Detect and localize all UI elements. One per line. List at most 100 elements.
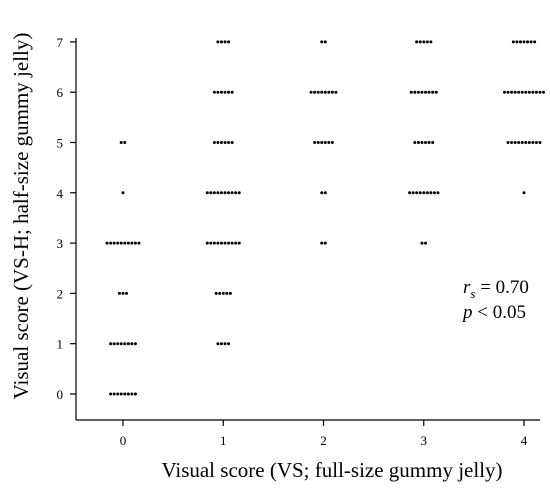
data-point — [517, 90, 521, 94]
data-point — [431, 90, 435, 94]
data-point — [323, 40, 327, 44]
data-points — [105, 40, 546, 396]
data-point — [520, 90, 524, 94]
data-point — [109, 392, 113, 396]
data-point — [119, 141, 123, 144]
data-point — [133, 241, 137, 245]
data-point — [223, 141, 227, 144]
p-value-label: p < 0.05 — [461, 302, 526, 323]
data-point — [327, 90, 331, 94]
data-point — [234, 241, 238, 245]
data-point — [119, 241, 123, 245]
data-point — [119, 392, 123, 396]
data-point — [522, 40, 526, 44]
data-point — [125, 291, 129, 295]
data-point — [123, 392, 127, 396]
data-point — [510, 141, 514, 144]
data-point — [221, 291, 225, 295]
data-point — [223, 90, 227, 94]
r-value: = 0.70 — [475, 277, 528, 298]
y-tick-label: 4 — [57, 186, 64, 201]
data-point — [123, 141, 127, 144]
data-point — [227, 241, 231, 245]
data-point — [117, 291, 121, 295]
data-point — [520, 141, 524, 144]
data-point — [130, 241, 134, 245]
y-tick-label: 5 — [57, 136, 64, 151]
data-point — [529, 40, 533, 44]
data-point — [531, 90, 535, 94]
correlation-label: rs = 0.70 — [463, 277, 529, 301]
data-point — [105, 241, 109, 245]
data-point — [432, 191, 436, 195]
data-point — [420, 90, 424, 94]
p-value: < 0.05 — [473, 302, 526, 323]
data-point — [513, 141, 517, 144]
data-point — [533, 40, 537, 44]
data-point — [427, 90, 431, 94]
data-point — [209, 191, 213, 195]
data-point — [320, 90, 324, 94]
data-point — [510, 90, 514, 94]
data-point — [506, 141, 510, 144]
data-point — [409, 90, 413, 94]
data-point — [130, 392, 134, 396]
data-point — [320, 191, 324, 195]
x-tick-label: 2 — [320, 433, 327, 448]
data-point — [109, 342, 113, 346]
x-tick-label: 4 — [521, 433, 528, 448]
axes — [75, 38, 540, 421]
data-point — [431, 141, 435, 144]
data-point — [415, 191, 419, 195]
data-point — [320, 40, 324, 44]
data-point — [313, 90, 317, 94]
data-point — [327, 141, 331, 144]
data-point — [434, 90, 438, 94]
data-point — [216, 191, 220, 195]
data-point — [121, 291, 125, 295]
data-point — [216, 241, 220, 245]
data-point — [219, 191, 223, 195]
data-point — [227, 40, 231, 44]
data-point — [527, 90, 531, 94]
data-point — [330, 141, 334, 144]
data-point — [511, 40, 515, 44]
data-point — [109, 241, 113, 245]
data-point — [126, 392, 130, 396]
data-point — [219, 141, 223, 144]
data-point — [316, 90, 320, 94]
data-point — [216, 141, 220, 144]
data-point — [230, 241, 234, 245]
data-point — [418, 191, 422, 195]
y-axis-title: Visual score (VS-H; half-size gummy jell… — [9, 33, 33, 400]
data-point — [502, 90, 506, 94]
data-point — [415, 40, 419, 44]
data-point — [212, 90, 216, 94]
data-point — [416, 90, 420, 94]
data-point — [334, 90, 338, 94]
data-point — [218, 291, 222, 295]
r-symbol: r — [463, 277, 471, 298]
data-point — [227, 90, 231, 94]
data-point — [425, 191, 429, 195]
data-point — [227, 141, 231, 144]
data-point — [424, 241, 428, 245]
data-point — [205, 191, 209, 195]
data-point — [420, 141, 424, 144]
data-point — [323, 90, 327, 94]
data-point — [227, 342, 231, 346]
data-point — [422, 191, 426, 195]
data-point — [205, 241, 209, 245]
data-point — [225, 291, 229, 295]
data-point — [527, 141, 531, 144]
data-point — [112, 241, 116, 245]
data-point — [515, 40, 519, 44]
data-point — [212, 141, 216, 144]
data-point — [126, 241, 130, 245]
data-point — [418, 40, 422, 44]
data-point — [112, 392, 116, 396]
data-point — [522, 191, 526, 195]
data-point — [313, 141, 317, 144]
data-point — [116, 342, 120, 346]
